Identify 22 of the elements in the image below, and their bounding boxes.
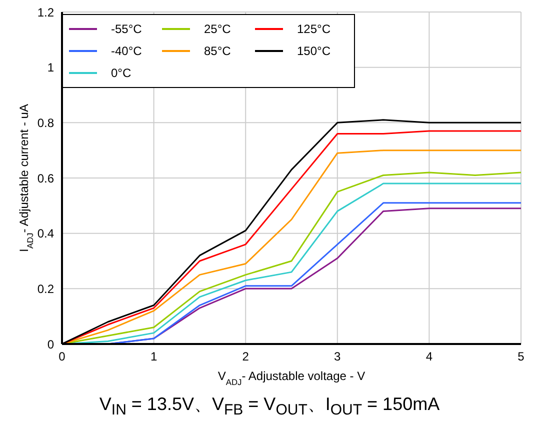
x-tick-label: 3 bbox=[334, 350, 342, 364]
legend-label: 85°C bbox=[204, 44, 231, 58]
x-tick-label: 1 bbox=[150, 350, 158, 364]
y-tick-label: 1 bbox=[47, 60, 54, 75]
legend-label: 25°C bbox=[204, 22, 231, 36]
y-tick-label: 0 bbox=[47, 337, 54, 352]
y-tick-label: 0.6 bbox=[37, 171, 54, 186]
legend-label: -55°C bbox=[111, 22, 142, 36]
legend-label: -40°C bbox=[111, 44, 142, 58]
y-tick-label: 1.2 bbox=[37, 5, 54, 20]
y-tick-label: 0.2 bbox=[37, 282, 54, 296]
legend-label: 150°C bbox=[297, 44, 330, 58]
x-tick-label: 4 bbox=[426, 350, 433, 364]
x-axis-title: V$_{ADJ}$- Adjustable voltage - V bbox=[218, 369, 366, 387]
y-tick-label: 0.8 bbox=[37, 116, 54, 130]
x-tick-label: 2 bbox=[242, 350, 250, 364]
legend-label: 0°C bbox=[111, 66, 132, 80]
y-tick-label: 0.4 bbox=[37, 226, 54, 241]
legend-label: 125°C bbox=[297, 22, 330, 36]
x-tick-label: 5 bbox=[518, 350, 525, 364]
text: V$_{IN}$ = 13.5V、V$_{FB}$ = V$_{OUT}$、I$_{OUT}$ = 150mA bbox=[99, 394, 440, 419]
x-tick-label: 0 bbox=[58, 350, 66, 364]
